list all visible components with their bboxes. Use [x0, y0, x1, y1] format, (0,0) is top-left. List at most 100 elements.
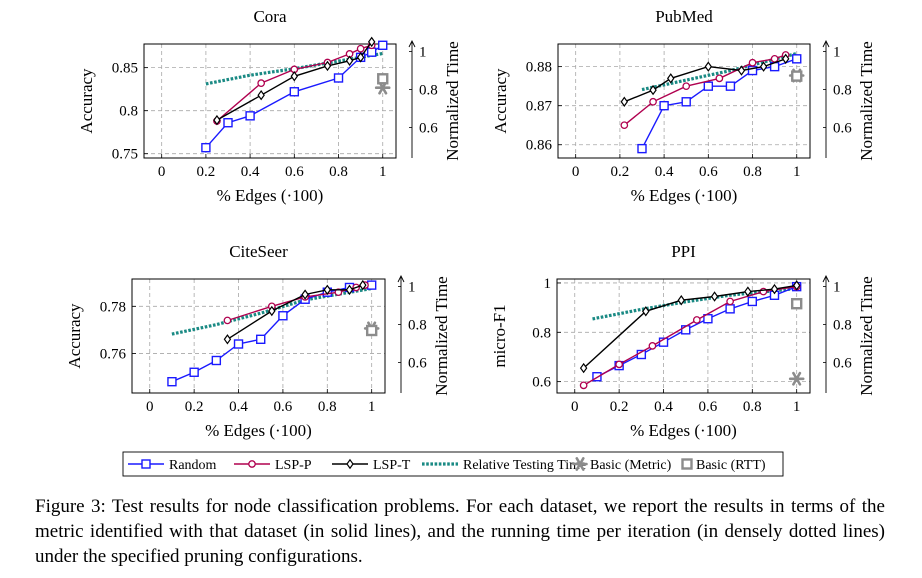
caption-label: Figure 3: [35, 496, 106, 517]
data-point [637, 143, 647, 154]
series-line [583, 285, 797, 387]
series-line [227, 284, 364, 340]
data-point [681, 97, 691, 107]
y-axis-label: Accuracy [65, 303, 84, 369]
series-random [592, 281, 802, 382]
data-point [759, 61, 768, 72]
y-tick-label: 0.76 [100, 346, 127, 362]
x-tick-label: 0 [572, 164, 580, 180]
data-point [257, 89, 265, 101]
plot-frame [143, 43, 397, 159]
data-point [703, 81, 714, 91]
x-tick-label: 0.4 [241, 164, 260, 180]
data-point [620, 121, 629, 130]
y2-tick-label: 0.8 [833, 83, 852, 99]
legend-marker [248, 460, 256, 468]
y2-tick-label: 1 [833, 280, 841, 296]
y2-tick-label: 1 [833, 45, 841, 61]
y2-tick-label: 0.6 [419, 121, 438, 137]
y-tick-label: 0.86 [526, 138, 553, 154]
x-tick-label: 1 [793, 164, 801, 180]
data-point [615, 360, 623, 369]
series-lsp-t [620, 53, 790, 108]
x-tick-label: 1 [368, 399, 376, 415]
y2-axis-label: Normalized Time [857, 41, 876, 160]
y-tick-label: 0.75 [112, 147, 138, 163]
data-point [737, 65, 746, 76]
series-random [167, 280, 377, 387]
plot-frame [556, 278, 811, 394]
series-line [596, 285, 797, 378]
data-point [770, 54, 779, 63]
basic-rtt-point [791, 70, 803, 82]
data-point [223, 334, 232, 345]
x-tick-label: 0.2 [610, 399, 629, 415]
data-point [367, 36, 376, 48]
data-point [770, 283, 779, 295]
x-axis-label: % Edges (·100) [631, 186, 738, 205]
legend-entry-basic-metric: Basic (Metric) [572, 457, 672, 473]
data-point [211, 355, 222, 366]
data-point [366, 280, 377, 290]
y-axis-label: micro-F1 [490, 304, 509, 367]
y-tick-label: 0.88 [526, 60, 552, 76]
legend: Random LSP-P LSP-T Relative Testing Time Bas… [122, 451, 784, 477]
data-point [649, 84, 657, 96]
data-point [223, 118, 233, 128]
y2-axis-label: Normalized Time [432, 276, 451, 395]
series-relative-testing-time [641, 51, 798, 92]
legend-marker [572, 457, 588, 471]
secondary-axis-arrow [822, 274, 830, 283]
legend-entry-lsp-p: LSP-P [234, 458, 312, 473]
y2-tick-label: 1 [419, 45, 427, 61]
data-point [682, 82, 691, 91]
data-point [747, 296, 757, 307]
x-tick-label: 0.4 [655, 164, 674, 180]
y-tick-label: 0.8 [532, 325, 551, 341]
chart-cora: 0 0.2 0.4 0.6 0.8 1 0.75 0.8 0.85 0.6 0.8 1 Cora % Ed… [77, 7, 462, 205]
legend-marker [346, 458, 354, 470]
series-lsp-t [579, 280, 801, 374]
data-point [323, 284, 332, 296]
y2-tick-label: 0.8 [419, 83, 438, 99]
data-point [256, 334, 266, 344]
x-tick-label: 1 [793, 399, 801, 415]
legend-entry-relative-testing-time: Relative Testing Time [422, 458, 586, 473]
x-tick-label: 0 [571, 399, 579, 415]
basic-metric-point [788, 371, 805, 386]
data-point [289, 87, 300, 97]
x-tick-label: 0.8 [318, 399, 337, 415]
data-point [744, 286, 752, 297]
legend-label: Basic (Metric) [590, 458, 672, 473]
secondary-axis-arrow [822, 39, 830, 48]
data-point [792, 280, 801, 291]
basic-rtt-point [377, 73, 389, 85]
legend-label: Relative Testing Time [463, 458, 586, 473]
data-point [245, 111, 255, 121]
x-tick-label: 0.4 [229, 399, 248, 415]
y-tick-label: 0.6 [532, 375, 551, 391]
x-axis-label: % Edges (·100) [630, 421, 737, 440]
data-point [579, 381, 588, 390]
y-axis-label: Accuracy [491, 68, 510, 134]
data-point [189, 367, 199, 377]
plot-frame [131, 278, 386, 394]
data-point [356, 44, 365, 53]
x-tick-label: 0.2 [197, 164, 216, 180]
basic-rtt-point [790, 298, 803, 310]
data-point [703, 314, 713, 324]
data-point [710, 291, 719, 302]
x-tick-label: 1 [379, 164, 387, 180]
chart-citeseer: 0 0.2 0.4 0.6 0.8 1 0.76 0.78 0.6 0.8 1 CiteSeer % E… [65, 242, 451, 440]
data-point [213, 114, 221, 126]
basic-rtt-point [365, 324, 378, 337]
y2-tick-label: 0.8 [833, 318, 852, 334]
figure: 0 0.2 0.4 0.6 0.8 1 0.75 0.8 0.85 0.6 0.8 1 Cora % Ed… [65, 7, 876, 477]
y2-tick-label: 0.6 [408, 356, 427, 372]
x-tick-label: 0.6 [285, 164, 304, 180]
legend-label: Random [169, 458, 217, 473]
data-point [378, 40, 388, 50]
figure-caption: Figure 3: Test results for node classifi… [35, 494, 885, 569]
data-point [692, 316, 701, 324]
x-tick-label: 0.6 [274, 399, 293, 415]
